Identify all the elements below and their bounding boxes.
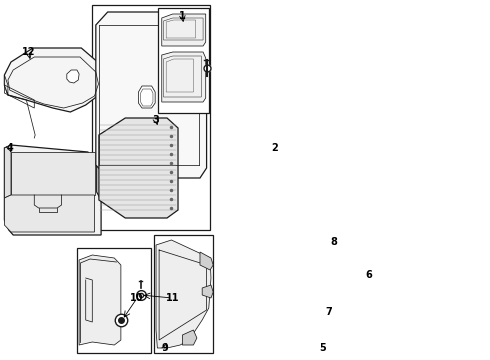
Polygon shape: [4, 145, 11, 198]
Text: 1: 1: [179, 11, 186, 21]
Polygon shape: [4, 48, 105, 112]
Text: 6: 6: [366, 270, 372, 280]
Polygon shape: [4, 195, 95, 232]
Bar: [77, 248, 151, 353]
Polygon shape: [182, 330, 197, 345]
Polygon shape: [96, 12, 207, 178]
Text: 5: 5: [319, 343, 326, 353]
Text: 9: 9: [161, 343, 168, 353]
Polygon shape: [139, 86, 155, 108]
Text: 3: 3: [153, 115, 159, 125]
Polygon shape: [67, 70, 79, 83]
Text: 7: 7: [325, 307, 332, 317]
Bar: [158, 8, 209, 113]
Polygon shape: [162, 52, 206, 102]
Text: 11: 11: [166, 293, 179, 303]
Text: 8: 8: [331, 237, 338, 247]
Polygon shape: [11, 152, 95, 195]
Polygon shape: [202, 285, 213, 298]
Text: 10: 10: [130, 293, 144, 303]
Polygon shape: [4, 75, 8, 95]
Bar: [92, 5, 210, 230]
Polygon shape: [162, 14, 206, 46]
Polygon shape: [79, 255, 121, 345]
Text: 4: 4: [6, 143, 13, 153]
Polygon shape: [99, 118, 178, 218]
Bar: [154, 235, 213, 353]
Text: 12: 12: [22, 47, 35, 57]
Text: 2: 2: [271, 143, 278, 153]
Polygon shape: [200, 252, 213, 270]
Polygon shape: [4, 145, 101, 235]
Polygon shape: [156, 240, 211, 348]
